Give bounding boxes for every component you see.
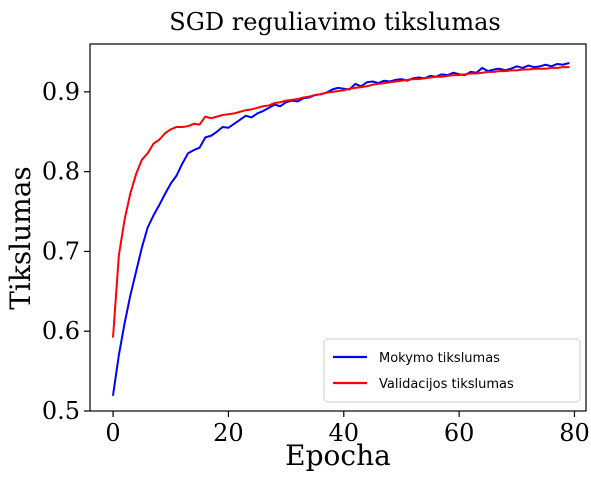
legend-label-training: Mokymo tikslumas xyxy=(379,351,500,366)
y-axis-label: Tikslumas xyxy=(4,166,37,310)
plot-frame xyxy=(89,43,587,412)
y-tick-label: 0.7 xyxy=(42,237,80,265)
x-tick-label: 40 xyxy=(328,419,359,447)
legend-box xyxy=(323,338,581,403)
y-tick-label: 0.8 xyxy=(42,158,80,186)
y-tick-label: 0.9 xyxy=(42,78,80,106)
series-line-training xyxy=(112,62,570,397)
legend: Mokymo tikslumas Validacijos tikslumas xyxy=(323,338,581,403)
x-tick-label: 60 xyxy=(444,419,475,447)
y-tick-label: 0.6 xyxy=(42,317,80,345)
legend-label-validation: Validacijos tikslumas xyxy=(379,377,514,392)
x-axis: 0 20 40 60 80 xyxy=(105,411,590,447)
y-axis: 0.5 0.6 0.7 0.8 0.9 xyxy=(42,78,90,425)
x-tick-label: 20 xyxy=(213,419,244,447)
y-tick-label: 0.5 xyxy=(42,397,80,425)
x-tick-label: 0 xyxy=(105,419,120,447)
series-layer xyxy=(112,62,570,397)
chart-title: SGD reguliavimo tikslumas xyxy=(169,8,500,36)
x-axis-label: Epocha xyxy=(285,439,391,472)
x-tick-label: 80 xyxy=(559,419,590,447)
series-line-validation xyxy=(112,66,570,338)
